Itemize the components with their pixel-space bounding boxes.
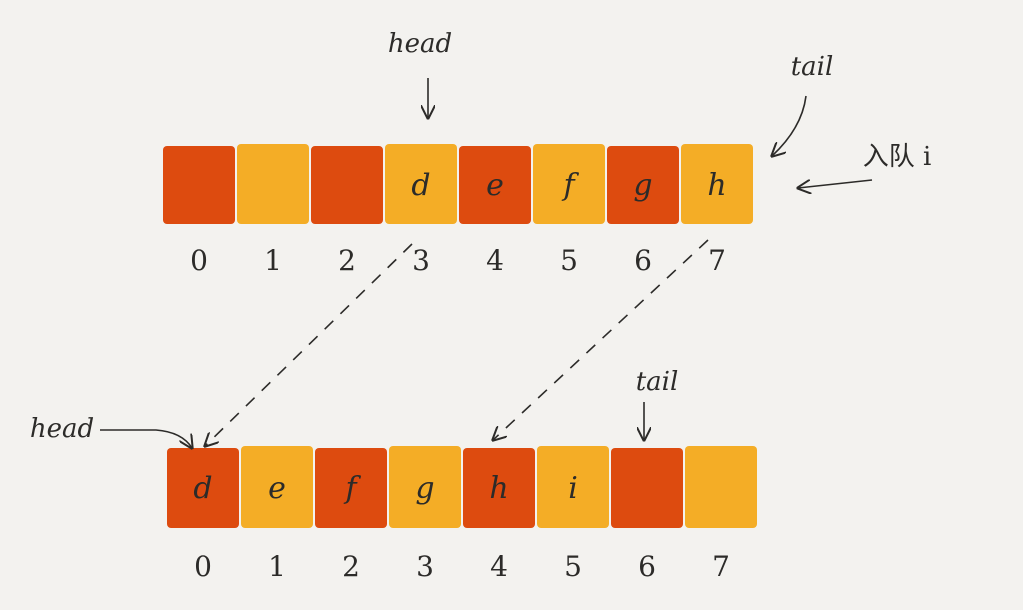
- enqueue-label: 入队 i: [863, 142, 932, 172]
- bottom-array-cell: e: [241, 446, 313, 528]
- cell-index: 7: [712, 550, 730, 583]
- bottom-array-indices: 0 1 2 3 4 5 6 7: [194, 550, 730, 583]
- cell-index: 5: [564, 550, 582, 583]
- bottom-array-cell: f: [315, 448, 387, 528]
- cell-index: 5: [560, 244, 578, 277]
- bottom-array-cell: d: [167, 448, 239, 528]
- bottom-array-cell: i: [537, 446, 609, 528]
- cell-index: 6: [638, 550, 656, 583]
- cell-value: e: [486, 168, 504, 203]
- cell-index: 2: [338, 244, 356, 277]
- cell-box: [167, 448, 239, 528]
- cell-value: h: [707, 168, 726, 203]
- bottom-head-label: head: [30, 414, 94, 444]
- cell-box: [611, 448, 683, 528]
- bottom-array-cell: g: [389, 446, 461, 528]
- cell-box: [537, 446, 609, 528]
- cell-box: [311, 146, 383, 224]
- cell-box: [241, 446, 313, 528]
- cell-value: d: [411, 168, 430, 203]
- cell-index: 1: [268, 550, 286, 583]
- top-array-cell: [163, 146, 235, 224]
- top-array-cell: [237, 144, 309, 224]
- top-head-label: head: [388, 29, 452, 59]
- top-array-cell: f: [533, 144, 605, 224]
- bottom-tail-label: tail: [636, 367, 679, 397]
- top-array-cell: h: [681, 144, 753, 224]
- enqueue-arrow: [798, 179, 873, 188]
- cell-box: [385, 144, 457, 224]
- cell-value: g: [415, 471, 434, 506]
- cell-box: [163, 146, 235, 224]
- cell-index: 3: [412, 244, 430, 277]
- cell-box: [685, 446, 757, 528]
- cell-index: 4: [486, 244, 504, 277]
- cell-value: i: [568, 471, 578, 506]
- cell-box: [459, 146, 531, 224]
- top-tail-arrow: [772, 95, 807, 156]
- bottom-array-cell: h: [463, 448, 535, 528]
- cell-index: 0: [194, 550, 212, 583]
- top-array-cell: [311, 146, 383, 224]
- top-array-cell: e: [459, 146, 531, 224]
- cell-index: 3: [416, 550, 434, 583]
- cell-value: g: [633, 168, 652, 203]
- cell-value: e: [268, 471, 286, 506]
- cell-value: d: [193, 471, 212, 506]
- cell-box: [533, 144, 605, 224]
- cell-index: 4: [490, 550, 508, 583]
- cell-index: 7: [708, 244, 726, 277]
- cell-box: [315, 448, 387, 528]
- cell-index: 0: [190, 244, 208, 277]
- cell-index: 2: [342, 550, 360, 583]
- bottom-head-arrow: [100, 429, 192, 448]
- top-tail-label: tail: [791, 52, 834, 82]
- migrate-arrow-h: [493, 239, 709, 440]
- cell-box: [607, 146, 679, 224]
- cell-index: 6: [634, 244, 652, 277]
- top-array-cell: d: [385, 144, 457, 224]
- cell-index: 1: [264, 244, 282, 277]
- cell-value: h: [489, 471, 508, 506]
- cell-box: [389, 446, 461, 528]
- bottom-array-cell: [685, 446, 757, 528]
- top-array-cell: g: [607, 146, 679, 224]
- cell-box: [463, 448, 535, 528]
- cell-box: [681, 144, 753, 224]
- top-array-indices: 0 1 2 3 4 5 6 7: [190, 244, 726, 277]
- bottom-array-cell: [611, 448, 683, 528]
- migrate-arrow-d: [205, 243, 413, 446]
- cell-box: [237, 144, 309, 224]
